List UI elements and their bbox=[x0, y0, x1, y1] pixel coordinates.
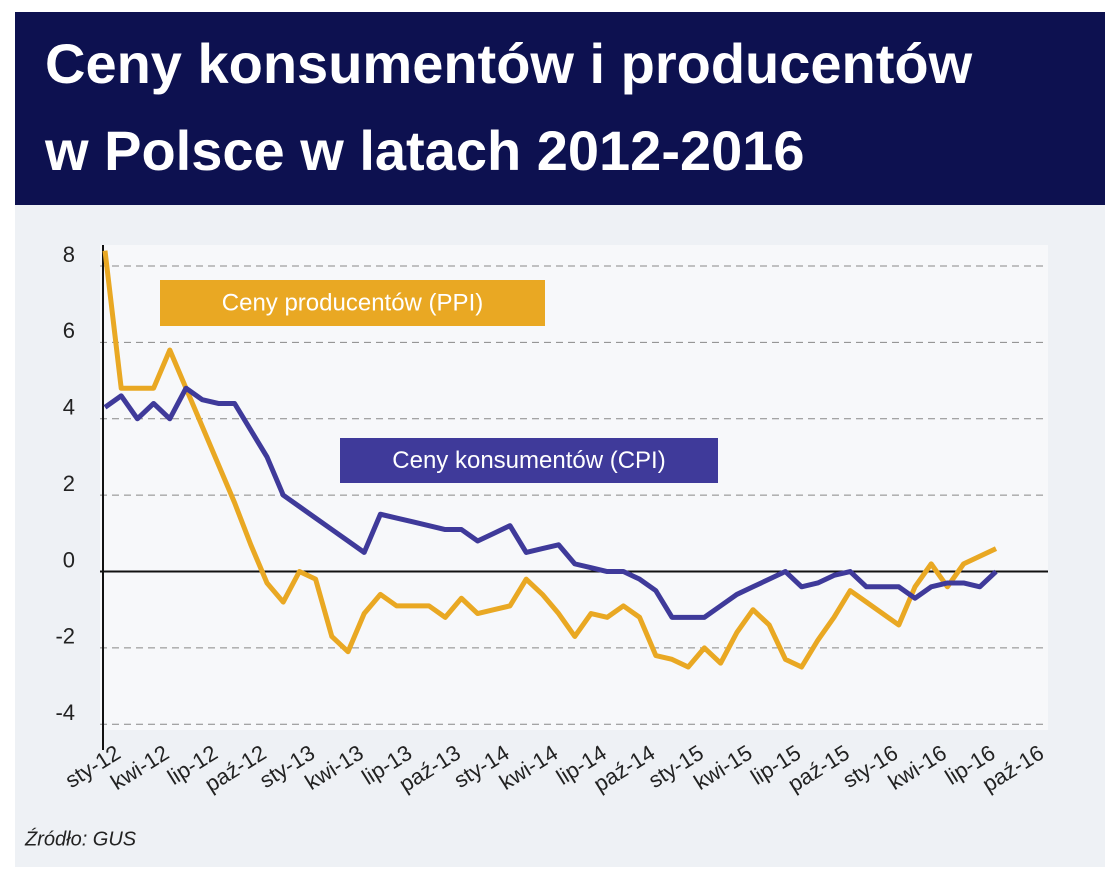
legend-box bbox=[160, 280, 545, 326]
legend-label: Ceny konsumentów (CPI) bbox=[392, 447, 665, 474]
y-tick-label: -4 bbox=[55, 700, 75, 725]
legend-label: Ceny producentów (PPI) bbox=[222, 289, 483, 316]
y-tick-label: 4 bbox=[63, 395, 75, 420]
y-tick-label: 8 bbox=[63, 242, 75, 267]
source: Źródło: GUS bbox=[24, 827, 137, 850]
y-tick-label: 0 bbox=[63, 547, 75, 572]
line-series bbox=[103, 385, 998, 620]
y-tick-label: -2 bbox=[55, 624, 75, 649]
header bbox=[15, 12, 1105, 205]
chart-title: Ceny konsumentów i producentów bbox=[45, 32, 973, 95]
chart-title: w Polsce w latach 2012-2016 bbox=[44, 119, 805, 182]
y-tick-label: 6 bbox=[63, 318, 75, 343]
y-tick-label: 2 bbox=[63, 471, 75, 496]
line-series bbox=[102, 250, 998, 670]
legend-box bbox=[340, 438, 718, 483]
